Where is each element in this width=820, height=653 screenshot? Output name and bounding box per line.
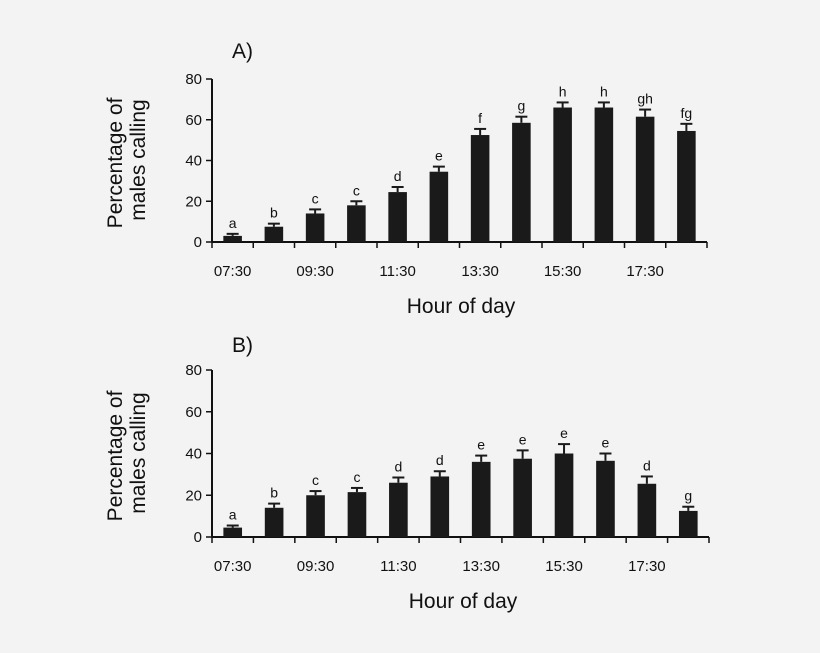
bar bbox=[388, 192, 407, 242]
significance-label: c bbox=[353, 469, 360, 485]
bar bbox=[264, 507, 284, 537]
bar bbox=[347, 205, 366, 242]
bar bbox=[677, 130, 696, 242]
bar bbox=[264, 226, 284, 242]
bar bbox=[513, 458, 532, 537]
x-tick-label: 15:30 bbox=[544, 263, 582, 280]
y-axis-title-line1: Percentage of bbox=[104, 390, 127, 521]
significance-label: c bbox=[353, 182, 360, 198]
bar bbox=[554, 453, 574, 537]
significance-label: b bbox=[270, 205, 278, 221]
significance-label: d bbox=[436, 452, 444, 468]
panel-label: A) bbox=[232, 40, 253, 63]
y-axis-title-line2: males calling bbox=[127, 99, 150, 220]
significance-label: e bbox=[477, 437, 485, 453]
bar bbox=[471, 461, 491, 537]
y-tick-label: 0 bbox=[194, 234, 202, 251]
significance-label: e bbox=[519, 431, 527, 447]
significance-label: a bbox=[229, 215, 237, 231]
y-tick-label: 60 bbox=[185, 404, 202, 421]
y-axis-title-line1: Percentage of bbox=[104, 97, 127, 228]
bar bbox=[635, 116, 655, 242]
significance-label: d bbox=[394, 168, 402, 184]
bar bbox=[429, 171, 449, 242]
significance-label: h bbox=[600, 83, 608, 99]
significance-label: d bbox=[394, 459, 402, 475]
x-tick-label: 11:30 bbox=[379, 263, 415, 280]
y-axis-title-line2: males calling bbox=[127, 392, 150, 513]
x-tick-label: 15:30 bbox=[545, 558, 583, 575]
y-axis-title: Percentage of males calling bbox=[104, 385, 150, 522]
bar bbox=[347, 492, 367, 537]
significance-label: h bbox=[559, 83, 567, 99]
y-tick-label: 80 bbox=[185, 362, 202, 379]
x-tick-label: 13:30 bbox=[462, 558, 500, 575]
significance-label: fg bbox=[681, 105, 693, 121]
panel-a: A) Percentage of males calling Hour of d… bbox=[104, 40, 708, 318]
significance-label: f bbox=[478, 110, 482, 126]
bar bbox=[223, 235, 242, 242]
y-tick-label: 40 bbox=[185, 446, 202, 463]
bar bbox=[470, 135, 490, 242]
bar bbox=[596, 460, 615, 537]
bar bbox=[430, 476, 450, 537]
significance-label: e bbox=[435, 148, 443, 164]
bar bbox=[637, 483, 657, 537]
bar bbox=[305, 213, 325, 242]
bar bbox=[223, 527, 243, 537]
significance-label: c bbox=[312, 472, 319, 488]
y-tick-label: 60 bbox=[185, 112, 202, 129]
panel-b: B) Percentage of males calling Hour of d… bbox=[104, 334, 710, 613]
x-tick-label: 13:30 bbox=[461, 263, 499, 280]
significance-label: gh bbox=[637, 91, 653, 107]
significance-label: a bbox=[229, 507, 237, 523]
bar bbox=[594, 107, 614, 243]
x-tick-label: 11:30 bbox=[380, 558, 416, 575]
significance-label: g bbox=[517, 98, 525, 114]
y-tick-label: 20 bbox=[185, 193, 202, 210]
y-tick-label: 0 bbox=[194, 529, 202, 546]
x-tick-label: 07:30 bbox=[214, 263, 252, 280]
significance-label: b bbox=[270, 485, 278, 501]
y-tick-label: 40 bbox=[185, 153, 202, 170]
x-axis-title: Hour of day bbox=[409, 590, 518, 613]
y-axis-title: Percentage of males calling bbox=[104, 92, 150, 229]
significance-label: e bbox=[602, 435, 610, 451]
x-axis-title: Hour of day bbox=[407, 295, 516, 318]
x-tick-label: 17:30 bbox=[628, 558, 666, 575]
bar bbox=[306, 495, 325, 537]
bar bbox=[512, 122, 531, 242]
bar bbox=[553, 107, 572, 243]
y-tick-label: 80 bbox=[185, 71, 202, 88]
significance-label: e bbox=[560, 425, 568, 441]
y-tick-label: 20 bbox=[185, 487, 202, 504]
significance-label: g bbox=[684, 488, 692, 504]
bar bbox=[389, 482, 408, 537]
x-tick-label: 17:30 bbox=[626, 263, 664, 280]
x-tick-label: 09:30 bbox=[296, 263, 334, 280]
bar bbox=[678, 510, 698, 537]
x-tick-label: 07:30 bbox=[214, 558, 252, 575]
x-tick-label: 09:30 bbox=[297, 558, 335, 575]
panel-label: B) bbox=[232, 334, 253, 357]
significance-label: d bbox=[643, 457, 651, 473]
significance-label: c bbox=[312, 190, 319, 206]
